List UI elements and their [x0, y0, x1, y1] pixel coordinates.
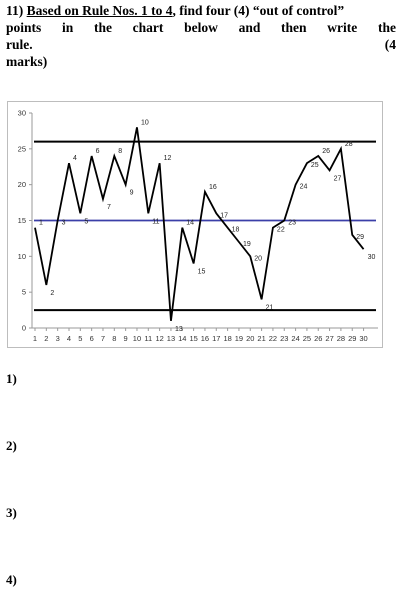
data-point-label: 23 [288, 220, 296, 227]
data-point-label: 18 [232, 227, 240, 234]
x-tick-label: 3 [56, 334, 60, 343]
y-tick-label: 0 [22, 324, 26, 333]
data-point-label: 5 [84, 218, 88, 225]
data-point-label: 4 [73, 155, 77, 162]
x-tick-label: 28 [337, 334, 345, 343]
y-tick-label: 10 [18, 252, 26, 261]
data-point-label: 22 [277, 227, 285, 234]
data-point-label: 21 [266, 304, 274, 311]
y-tick-label: 20 [18, 180, 26, 189]
word: the [93, 20, 112, 35]
x-tick-label: 18 [223, 334, 231, 343]
word: in [61, 20, 74, 35]
data-point-label: 12 [164, 155, 172, 162]
x-tick-label: 20 [246, 334, 254, 343]
x-tick-label: 2 [44, 334, 48, 343]
data-point-label: 16 [209, 184, 217, 191]
y-tick-label: 15 [18, 216, 26, 225]
x-tick-label: 7 [101, 334, 105, 343]
word: below [184, 20, 218, 35]
word: chart [132, 20, 164, 35]
data-point-label: 30 [368, 254, 376, 261]
data-point-label: 15 [198, 269, 206, 276]
question-text: 11) Based on Rule Nos. 1 to 4, find four… [6, 2, 396, 70]
data-point-label: 28 [345, 141, 353, 148]
data-series-line [34, 127, 365, 321]
data-point-label: 9 [130, 190, 134, 197]
word: then [281, 20, 307, 35]
question-number: 11) [6, 3, 24, 18]
data-point-label: 19 [243, 241, 251, 248]
data-point-label: 25 [311, 162, 319, 169]
rule-reference: Based on Rule Nos. 1 to 4 [26, 3, 173, 18]
control-chart: 0 5 10 15 20 25 30 1 2 3 4 5 6 7 8 9 10 11 12 13 14 15 16 17 18 1… [7, 101, 383, 348]
word: the [377, 20, 396, 35]
data-point-label: 26 [322, 148, 330, 155]
word: rule. [6, 37, 33, 52]
data-point-label: 27 [334, 175, 342, 182]
x-tick-label: 8 [112, 334, 116, 343]
x-tick-label: 14 [178, 334, 186, 343]
data-point-label: 20 [254, 255, 262, 262]
data-point-label: 6 [96, 148, 100, 155]
x-tick-label: 13 [167, 334, 175, 343]
y-tick-label: 30 [18, 109, 26, 118]
x-tick-label: 22 [269, 334, 277, 343]
x-tick-label: 23 [280, 334, 288, 343]
answer-label-1: 1) [6, 371, 17, 386]
answer-label-2: 2) [6, 438, 17, 453]
question-line-2: points in the chart below and then write… [6, 19, 396, 36]
x-tick-label: 29 [348, 334, 356, 343]
x-tick-label: 12 [155, 334, 163, 343]
data-point-label: 24 [300, 184, 308, 191]
y-tick-label: 5 [22, 288, 26, 297]
x-tick-label: 9 [124, 334, 128, 343]
x-tick-label: 25 [303, 334, 311, 343]
question-line-3: rule. (4 [6, 36, 396, 53]
question-line-1-rest: , find four (4) “out of control” [172, 3, 345, 18]
word: marks) [6, 54, 48, 69]
answer-label-3: 3) [6, 505, 17, 520]
question-line-1: 11) Based on Rule Nos. 1 to 4, find four… [6, 2, 396, 19]
x-tick-label: 11 [144, 334, 152, 343]
x-tick-label: 16 [201, 334, 209, 343]
x-tick-label: 10 [133, 334, 141, 343]
x-tick-label: 15 [189, 334, 197, 343]
x-tick-label: 26 [314, 334, 322, 343]
word: (4 [384, 37, 396, 52]
question-line-4: marks) [6, 53, 396, 70]
word: points [6, 20, 42, 35]
data-point-label: 7 [107, 204, 111, 211]
data-point-label: 8 [118, 148, 122, 155]
x-tick-label: 27 [325, 334, 333, 343]
answer-label-4: 4) [6, 572, 17, 587]
y-tick-label: 25 [18, 144, 26, 153]
data-point-label: 3 [62, 220, 66, 227]
x-tick-label: 21 [257, 334, 265, 343]
word: and [238, 20, 261, 35]
data-point-label: 13 [175, 326, 183, 333]
data-point-label: 14 [186, 220, 194, 227]
x-tick-label: 5 [78, 334, 82, 343]
data-point-label: 17 [220, 212, 228, 219]
data-point-label: 1 [39, 220, 43, 227]
data-point-label: 10 [141, 119, 149, 126]
x-tick-label: 30 [359, 334, 367, 343]
data-point-label: 2 [50, 290, 54, 297]
x-tick-label: 4 [67, 334, 71, 343]
data-point-label: 29 [356, 234, 364, 241]
x-tick-label: 1 [33, 334, 37, 343]
x-tick-label: 19 [235, 334, 243, 343]
x-tick-label: 24 [291, 334, 299, 343]
x-tick-label: 17 [212, 334, 220, 343]
data-point-label: 11 [152, 218, 159, 225]
x-tick-label: 6 [90, 334, 94, 343]
word: write [327, 20, 358, 35]
